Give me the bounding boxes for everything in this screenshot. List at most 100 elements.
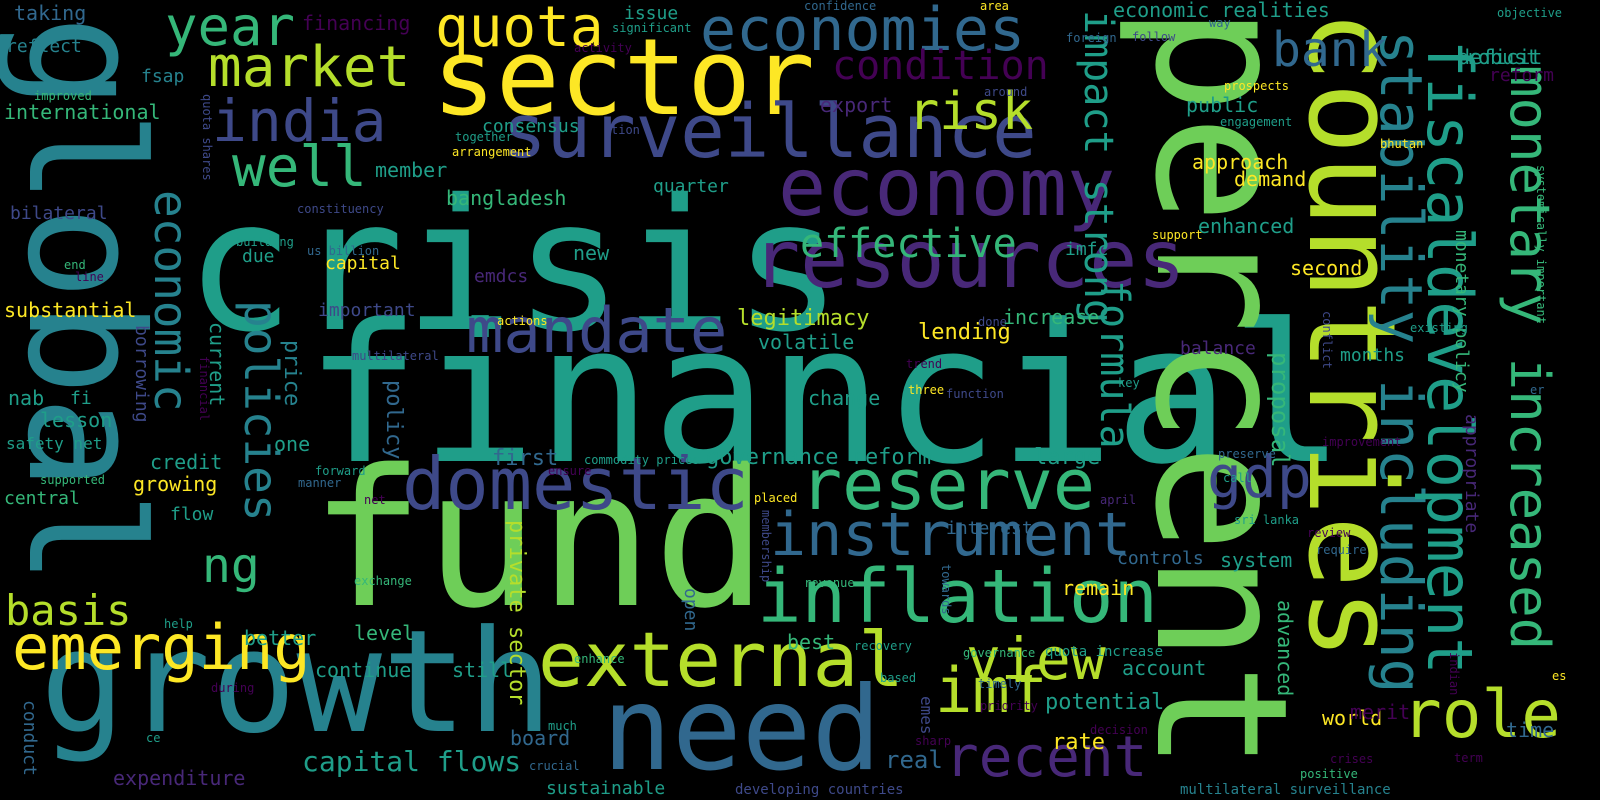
cloud-word: significant [612, 21, 692, 35]
cloud-word: imf [935, 654, 1047, 727]
cloud-word: actions [497, 314, 548, 328]
cloud-word: three [908, 383, 945, 397]
cloud-word: real [885, 746, 943, 774]
cloud-word: way [1209, 16, 1231, 30]
cloud-word: enhance [574, 652, 625, 666]
cloud-word: exchange [354, 574, 412, 588]
cloud-word: increase [1003, 305, 1100, 329]
cloud-word: review [1307, 526, 1351, 540]
cloud-word: substantial [4, 298, 137, 322]
cloud-word: demand [1234, 167, 1307, 191]
cloud-word: flow [170, 504, 214, 525]
cloud-word: emerging [12, 611, 311, 684]
cloud-word: months [1340, 345, 1406, 366]
cloud-word: objective [1497, 6, 1563, 20]
cloud-word: capital flows [302, 745, 522, 778]
cloud-word: lending [918, 320, 1011, 345]
cloud-word: term [1454, 751, 1483, 765]
cloud-word: commodity prices [584, 453, 700, 467]
cloud-word: growing [133, 472, 218, 496]
cloud-word: economies [700, 0, 1026, 65]
cloud-word: robust [1466, 45, 1539, 69]
cloud-word: first [492, 446, 559, 471]
cloud-word: multilateral [352, 349, 439, 363]
cloud-word: sharp [915, 734, 952, 748]
cloud-word: governance [963, 646, 1036, 660]
cloud-word: recent [945, 725, 1148, 790]
cloud-word: large [1034, 445, 1101, 470]
cloud-word: ce [146, 731, 161, 745]
cloud-word: conduct [19, 700, 40, 776]
cloud-word: timely [978, 677, 1022, 691]
cloud-word: better [244, 626, 317, 650]
cloud-word: bangladesh [446, 186, 567, 210]
cloud-word: rate [1052, 730, 1105, 755]
cloud-word: around [984, 85, 1028, 99]
cloud-word: developing countries [735, 782, 904, 798]
cloud-word: crises [1330, 752, 1374, 766]
cloud-word: monetary increased [1498, 65, 1561, 651]
cloud-word: risk [908, 82, 1034, 142]
cloud-word: well [232, 135, 367, 200]
cloud-word: taking [14, 1, 87, 25]
cloud-word: engagement [1220, 115, 1293, 129]
cloud-word: quota [435, 0, 604, 60]
cloud-word: ensure [548, 464, 592, 478]
cloud-word: reflect [6, 36, 82, 57]
cloud-word: controls [1117, 548, 1204, 569]
cloud-word: safety net [6, 434, 103, 453]
cloud-word: improvement [1322, 435, 1402, 449]
cloud-word: surveillance [502, 89, 1037, 175]
cloud-word: year [165, 0, 296, 58]
cloud-word: interest [946, 518, 1033, 539]
cloud-word: still [452, 658, 513, 682]
cloud-word: manner [298, 476, 342, 490]
cloud-word: domestic [402, 442, 749, 526]
cloud-word: call [1223, 471, 1252, 485]
cloud-word: bilateral [10, 203, 108, 224]
cloud-word: positive [1300, 767, 1358, 781]
cloud-word: area [980, 0, 1009, 13]
cloud-word: system [1220, 548, 1293, 572]
cloud-word: us billion [307, 244, 380, 258]
cloud-word: es [1552, 669, 1567, 683]
cloud-word: indian [1447, 652, 1461, 696]
cloud-word: merit [1350, 700, 1411, 724]
cloud-word: supported [40, 473, 106, 487]
cloud-word: basis [5, 586, 132, 635]
cloud-word: membership [759, 510, 773, 583]
cloud-word: external [538, 615, 905, 704]
cloud-word: multilateral surveillance [1180, 782, 1391, 798]
cloud-word: reform [1489, 65, 1555, 86]
cloud-word: best [787, 630, 836, 654]
cloud-word: enhanced [1198, 214, 1295, 238]
cloud-word: public [1186, 93, 1259, 117]
cloud-word: trend [906, 357, 943, 371]
cloud-word: resources [752, 213, 1186, 306]
cloud-word: conflict [1320, 311, 1334, 369]
cloud-word: gdp [1207, 443, 1312, 511]
cloud-word: recovery [854, 639, 912, 653]
cloud-word: help [164, 617, 193, 631]
cloud-word: priority [980, 699, 1038, 713]
cloud-word: sri lanka [1234, 513, 1300, 527]
cloud-word: appropriate [1461, 414, 1482, 534]
cloud-word: prospects [1224, 79, 1290, 93]
cloud-word: consensus [482, 116, 580, 137]
cloud-word: economic [144, 190, 198, 412]
cloud-word: potential [1045, 690, 1165, 715]
cloud-word: during [211, 681, 255, 695]
cloud-word: view [966, 625, 1106, 693]
cloud-word: placed [754, 491, 798, 505]
cloud-word: formula [1091, 280, 1137, 449]
cloud-word: reserve [800, 444, 1096, 526]
cloud-word: building [236, 235, 294, 249]
cloud-word: crisis [185, 160, 843, 372]
cloud-word: world [1322, 706, 1383, 730]
cloud-word: economy [778, 141, 1116, 234]
cloud-word: role [1402, 676, 1561, 753]
cloud-word: emdcs [474, 266, 529, 287]
cloud-word: much [548, 719, 577, 733]
cloud-word: confidence [804, 0, 877, 13]
cloud-word: quota increase [1045, 644, 1164, 660]
